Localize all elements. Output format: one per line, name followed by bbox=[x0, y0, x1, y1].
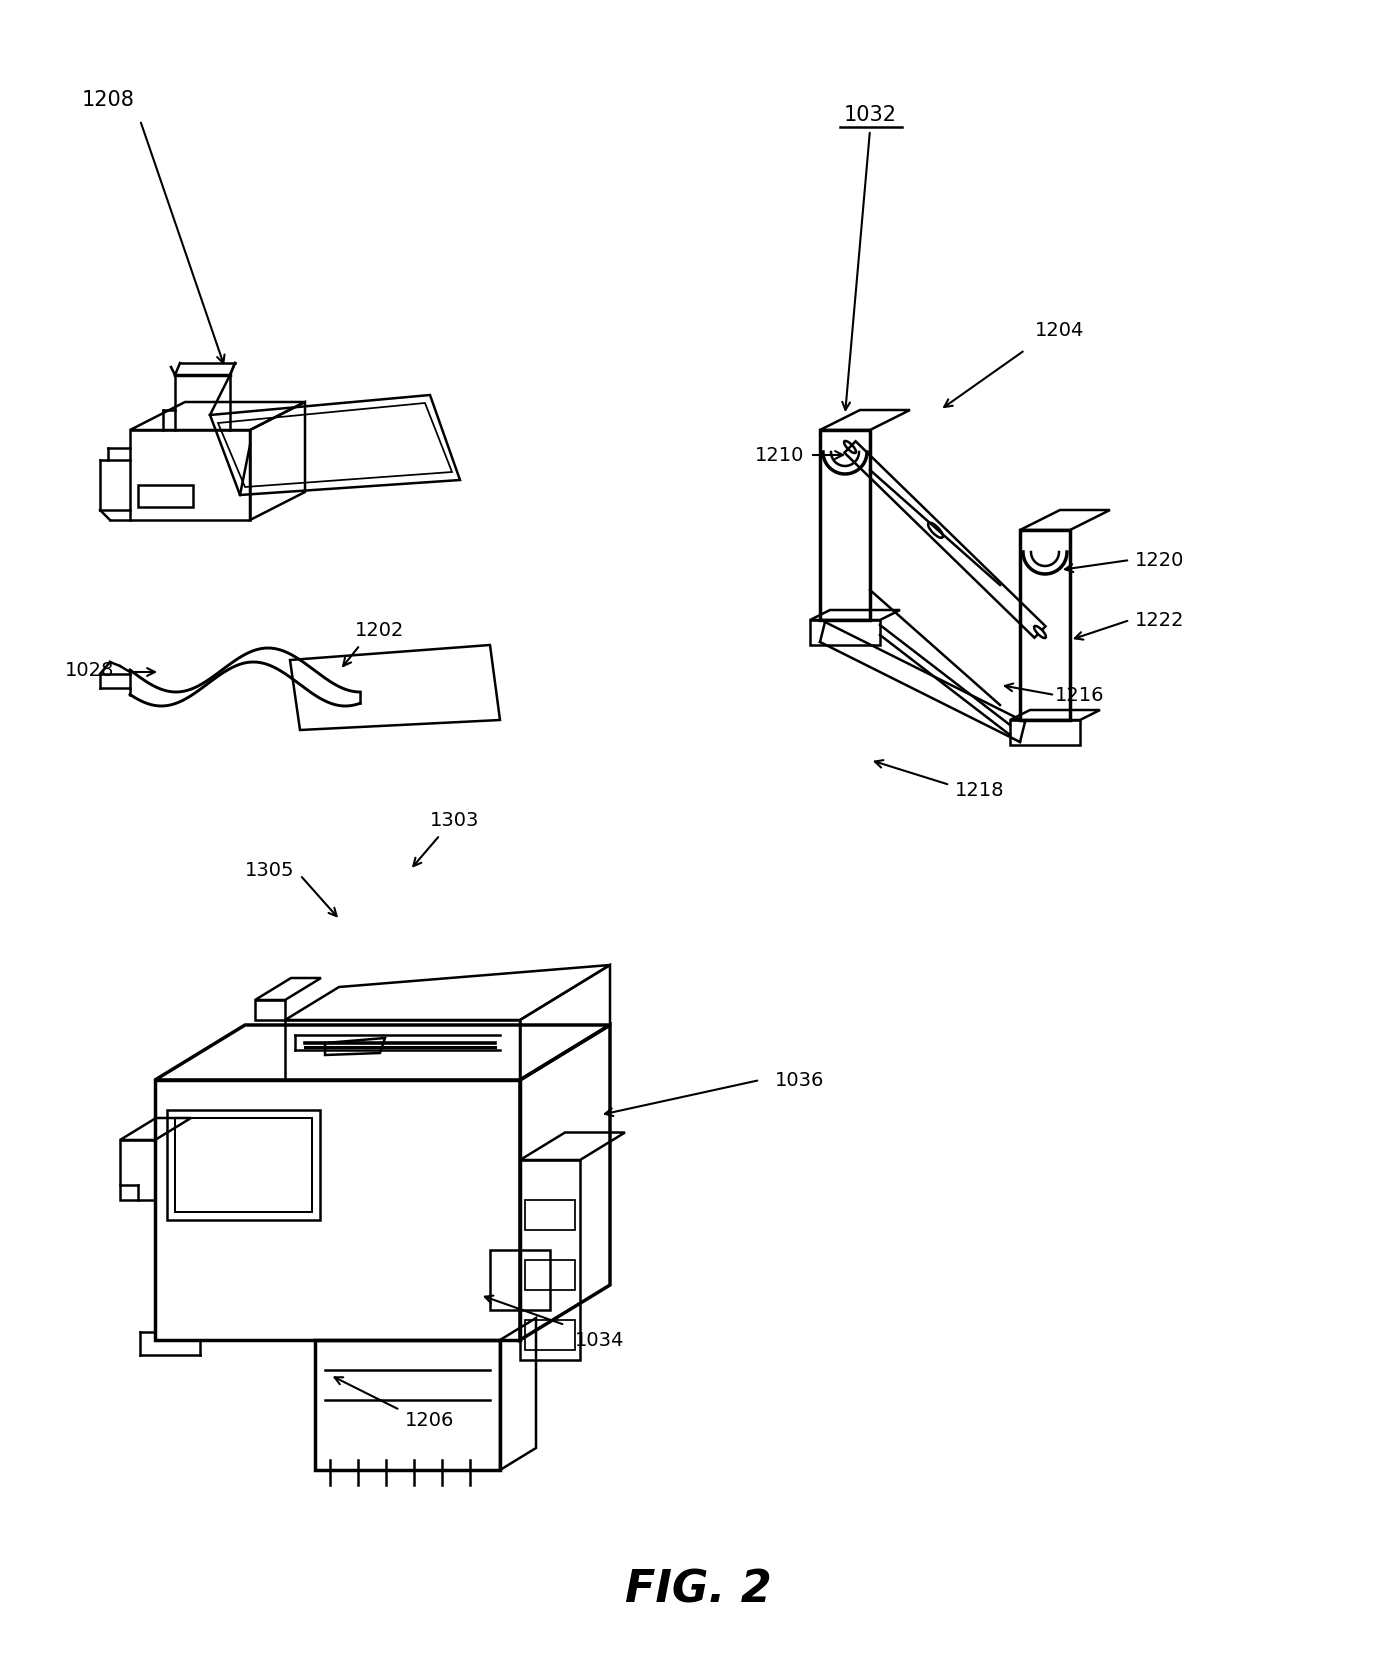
Text: FIG. 2: FIG. 2 bbox=[624, 1569, 772, 1612]
Text: 1202: 1202 bbox=[356, 621, 405, 639]
Text: 1034: 1034 bbox=[575, 1330, 624, 1350]
Text: 1218: 1218 bbox=[955, 781, 1005, 799]
Text: 1204: 1204 bbox=[1036, 320, 1085, 339]
Ellipse shape bbox=[1034, 626, 1046, 638]
Text: 1222: 1222 bbox=[1135, 611, 1185, 629]
Text: 1028: 1028 bbox=[66, 661, 114, 679]
Text: 1208: 1208 bbox=[81, 90, 134, 110]
Text: 1210: 1210 bbox=[755, 446, 804, 464]
Text: 1303: 1303 bbox=[430, 811, 480, 829]
Text: 1036: 1036 bbox=[775, 1070, 825, 1090]
Text: 1216: 1216 bbox=[1055, 686, 1104, 704]
Text: 1032: 1032 bbox=[843, 105, 896, 125]
Text: 1206: 1206 bbox=[405, 1410, 455, 1430]
Text: 1220: 1220 bbox=[1135, 551, 1185, 569]
Text: 1305: 1305 bbox=[246, 861, 295, 880]
